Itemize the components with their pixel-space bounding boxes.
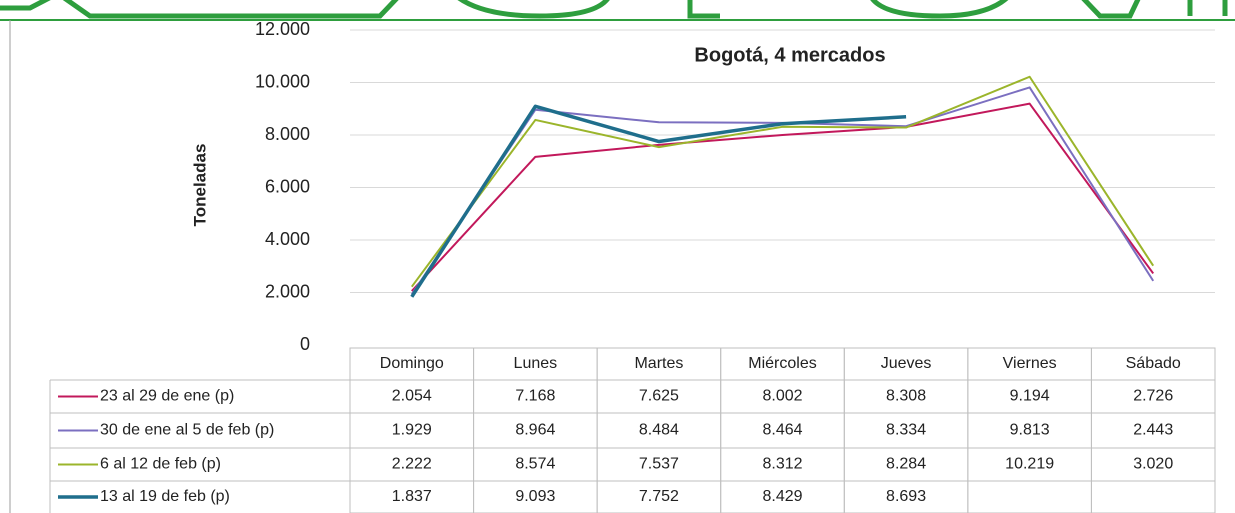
table-value: 8.574 xyxy=(515,456,555,473)
legend-label: 30 de ene al 5 de feb (p) xyxy=(100,422,274,439)
x-tick-label: Jueves xyxy=(881,355,932,372)
table-value: 2.222 xyxy=(392,456,432,473)
x-tick-label: Lunes xyxy=(514,355,558,372)
page: {"chart_data": {"type": "line", "title":… xyxy=(0,0,1235,513)
table-value: 8.334 xyxy=(886,422,926,439)
table-value: 8.308 xyxy=(886,388,926,405)
table-value: 8.284 xyxy=(886,456,926,473)
table-value: 7.537 xyxy=(639,456,679,473)
y-tick-label: 6.000 xyxy=(265,176,310,196)
table-value: 2.726 xyxy=(1133,388,1173,405)
table-value: 9.093 xyxy=(515,488,555,505)
table-value: 7.168 xyxy=(515,388,555,405)
table-value: 8.312 xyxy=(762,456,802,473)
table-value: 9.194 xyxy=(1010,388,1050,405)
legend-label: 6 al 12 de feb (p) xyxy=(100,456,221,473)
table-value: 2.054 xyxy=(392,388,432,405)
table-value: 3.020 xyxy=(1133,456,1173,473)
x-tick-label: Miércoles xyxy=(748,355,816,372)
y-tick-label: 8.000 xyxy=(265,124,310,144)
x-tick-label: Viernes xyxy=(1003,355,1057,372)
y-tick-label: 2.000 xyxy=(265,281,310,301)
series-line xyxy=(412,87,1153,294)
y-tick-label: 12.000 xyxy=(255,19,310,39)
series-line xyxy=(412,104,1153,291)
table-value: 2.443 xyxy=(1133,422,1173,439)
y-axis-label: Toneladas xyxy=(190,144,209,227)
table-value: 10.219 xyxy=(1005,456,1054,473)
y-tick-label: 4.000 xyxy=(265,229,310,249)
table-value: 8.484 xyxy=(639,422,679,439)
table-value: 9.813 xyxy=(1010,422,1050,439)
chart: Bogotá, 4 mercados Toneladas 0 2.000 4.000… xyxy=(0,0,1235,513)
table-value: 1.929 xyxy=(392,422,432,439)
chart-title: Bogotá, 4 mercados xyxy=(694,44,885,66)
x-tick-label: Sábado xyxy=(1126,355,1181,372)
table-value: 8.964 xyxy=(515,422,555,439)
x-tick-label: Domingo xyxy=(380,355,444,372)
legend-label: 13 al 19 de feb (p) xyxy=(100,488,230,505)
table-value: 7.752 xyxy=(639,488,679,505)
table-value: 1.837 xyxy=(392,488,432,505)
y-tick-label: 0 xyxy=(300,334,310,354)
legend-label: 23 al 29 de ene (p) xyxy=(100,388,234,405)
x-tick-label: Martes xyxy=(634,355,683,372)
table-value: 8.464 xyxy=(762,422,802,439)
y-tick-label: 10.000 xyxy=(255,71,310,91)
header-decoration xyxy=(0,0,1235,20)
table-value: 8.002 xyxy=(762,388,802,405)
table-value: 8.429 xyxy=(762,488,802,505)
table-value: 8.693 xyxy=(886,488,926,505)
table-value: 7.625 xyxy=(639,388,679,405)
